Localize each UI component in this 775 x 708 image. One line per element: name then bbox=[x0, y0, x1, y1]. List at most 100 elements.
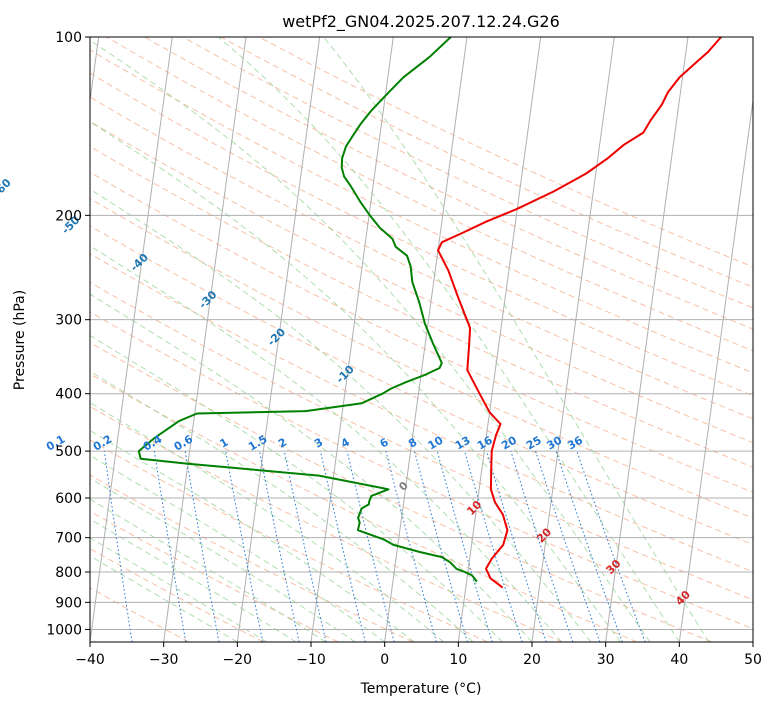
dry-adiabat bbox=[90, 405, 563, 642]
mixing-ratio-line bbox=[320, 450, 366, 642]
x-tick-label: 50 bbox=[744, 652, 762, 668]
moist-adiabat bbox=[90, 518, 297, 642]
isotherm-label: -40 bbox=[128, 251, 151, 274]
mixing-ratio-line bbox=[259, 451, 300, 642]
moist-adiabat bbox=[90, 121, 621, 642]
dry-adiabat bbox=[90, 72, 753, 397]
x-tick-label: −40 bbox=[75, 652, 105, 668]
mixing-ratio-line bbox=[486, 450, 547, 642]
moist-adiabat bbox=[90, 477, 356, 642]
moist-adiabat bbox=[90, 334, 503, 642]
dry-adiabat bbox=[90, 311, 753, 630]
mixing-ratio-line bbox=[555, 450, 623, 642]
isotherm-label: 20 bbox=[534, 525, 554, 545]
moist-adiabat bbox=[90, 402, 444, 642]
moist-adiabat bbox=[90, 370, 474, 642]
x-tick-label: 30 bbox=[597, 652, 615, 668]
x-axis-ticks: −40 −30 −20 −10 0 10 20 30 40 50 bbox=[75, 642, 762, 668]
y-axis-label: Pressure (hPa) bbox=[12, 290, 28, 390]
mixing-ratio-label: 36 bbox=[565, 433, 585, 452]
isotherm-line bbox=[310, 37, 394, 642]
dry-adiabat bbox=[90, 253, 753, 573]
mixing-ratio-line bbox=[346, 450, 395, 642]
isotherm-line bbox=[384, 37, 468, 642]
isotherm-label: -30 bbox=[196, 288, 219, 311]
dry-adiabat bbox=[90, 548, 264, 642]
dry-adiabat bbox=[90, 197, 753, 519]
isotherm-label: 10 bbox=[464, 498, 484, 518]
mixing-ratio-line bbox=[510, 450, 574, 642]
mixing-ratio-label: 1.5 bbox=[246, 433, 269, 454]
temperature-profile bbox=[437, 37, 722, 589]
mixing-ratio-label: 20 bbox=[499, 433, 519, 452]
dry-adiabat bbox=[90, 373, 638, 642]
profiles bbox=[137, 37, 722, 589]
x-tick-label: 20 bbox=[523, 652, 541, 668]
isotherm-line bbox=[90, 37, 100, 105]
moist-adiabat bbox=[90, 454, 385, 642]
dry-adiabat bbox=[90, 171, 753, 493]
isotherm-line bbox=[90, 37, 173, 642]
x-tick-label: −30 bbox=[149, 652, 179, 668]
x-axis-label: Temperature (°C) bbox=[360, 681, 482, 697]
mixing-ratio-line bbox=[464, 450, 523, 642]
dry-adiabat bbox=[90, 439, 488, 642]
background-lines bbox=[90, 37, 753, 642]
mixing-ratio-label: 8 bbox=[406, 436, 419, 451]
dry-adiabat bbox=[90, 96, 753, 420]
dry-adiabat bbox=[220, 37, 753, 288]
y-tick-label: 900 bbox=[55, 595, 82, 611]
y-tick-label: 400 bbox=[55, 387, 82, 403]
dry-adiabat bbox=[106, 37, 753, 352]
mixing-ratio-label: 6 bbox=[378, 435, 391, 450]
dewpoint-profile bbox=[137, 37, 478, 583]
isotherm-line bbox=[531, 37, 615, 642]
mixing-ratio-line bbox=[103, 451, 133, 642]
x-tick-label: 0 bbox=[380, 652, 389, 668]
plot-frame bbox=[89, 36, 754, 643]
x-tick-label: 10 bbox=[449, 652, 467, 668]
mixing-ratio-label: 25 bbox=[524, 434, 544, 453]
mixing-ratio-label: 10 bbox=[426, 433, 446, 452]
isotherm-label: -60 bbox=[0, 176, 14, 199]
mixing-ratio-line bbox=[535, 450, 601, 642]
dry-adiabat bbox=[90, 49, 753, 374]
dry-adiabat bbox=[90, 341, 712, 642]
mixing-ratio-label: 2 bbox=[276, 436, 289, 451]
isotherm-line bbox=[752, 638, 753, 642]
mixing-ratio-label: 0.2 bbox=[91, 433, 114, 454]
dry-adiabat bbox=[90, 510, 339, 642]
mixing-ratio-label: 1 bbox=[217, 436, 230, 451]
x-tick-label: 40 bbox=[670, 652, 688, 668]
y-tick-label: 100 bbox=[55, 30, 82, 46]
mixing-ratio-line bbox=[436, 450, 493, 642]
isotherm-label: 30 bbox=[604, 557, 624, 577]
moist-adiabat bbox=[90, 293, 533, 642]
mixing-ratio-label: 30 bbox=[544, 433, 564, 452]
moist-adiabat bbox=[90, 245, 562, 642]
x-tick-label: −20 bbox=[223, 652, 253, 668]
moist-adiabat bbox=[90, 537, 268, 642]
isotherm-line bbox=[678, 96, 753, 642]
moist-adiabat bbox=[217, 37, 680, 642]
mixing-ratio-line bbox=[414, 450, 468, 642]
y-axis-ticks: 100 200 300 400 500 600 700 800 900 1000 bbox=[46, 30, 90, 638]
isotherm-label: -10 bbox=[334, 363, 357, 386]
moist-adiabat bbox=[90, 555, 238, 642]
y-tick-label: 1000 bbox=[46, 622, 82, 638]
dry-adiabat bbox=[90, 281, 753, 601]
chart-title: wetPf2_GN04.2025.207.12.24.G26 bbox=[282, 12, 560, 32]
dry-adiabat bbox=[144, 37, 753, 330]
mixing-ratio-line bbox=[184, 451, 220, 642]
moist-adiabat bbox=[90, 39, 651, 642]
y-tick-label: 500 bbox=[55, 444, 82, 460]
y-tick-label: 700 bbox=[55, 531, 82, 547]
y-tick-label: 200 bbox=[55, 208, 82, 224]
isotherm-line bbox=[457, 37, 542, 642]
isotherm-line bbox=[236, 37, 321, 642]
y-tick-label: 800 bbox=[55, 565, 82, 581]
mixing-ratio-line bbox=[283, 450, 327, 642]
x-tick-label: −10 bbox=[296, 652, 326, 668]
